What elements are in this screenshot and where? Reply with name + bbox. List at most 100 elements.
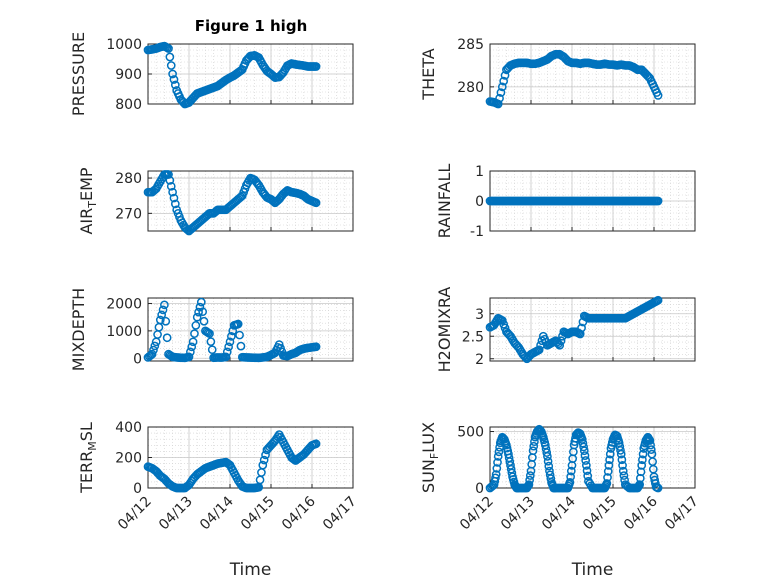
y-axis-label-main: AIR <box>77 208 96 235</box>
x-tick-label: 04/15 <box>580 494 620 534</box>
data-point <box>168 187 177 197</box>
data-point <box>617 455 627 465</box>
data-point <box>161 316 171 326</box>
y-tick-label: 1000 <box>106 324 142 340</box>
data-point <box>227 331 236 341</box>
data-point <box>638 455 647 465</box>
data-point <box>164 44 173 53</box>
y-tick-label: 270 <box>115 206 142 222</box>
data-point <box>653 91 663 100</box>
data-point <box>491 473 500 483</box>
y-axis-label-subscript: M <box>86 441 99 451</box>
data-point <box>579 446 589 456</box>
data-point <box>258 460 268 470</box>
data-point <box>166 181 176 191</box>
y-tick-label: 1 <box>475 164 484 180</box>
y-axis-label: MIXDEPTH <box>69 288 88 371</box>
x-tick-label: 04/14 <box>539 493 579 533</box>
data-point <box>198 307 208 317</box>
data-point <box>635 480 645 489</box>
data-point <box>192 312 202 322</box>
data-point <box>164 170 173 179</box>
x-tick-label: 04/12 <box>115 494 155 534</box>
data-point <box>222 347 232 357</box>
subplot-pressure: 800 900 1000 PRESSURE <box>69 32 354 116</box>
y-axis-label: AIRTEMP <box>77 167 99 234</box>
data-point <box>194 307 203 317</box>
data-point <box>488 481 498 491</box>
data-point <box>580 451 590 460</box>
subplot-mixdepth: 0 1000 2000 MIXDEPTH <box>69 288 354 371</box>
data-point <box>543 452 552 461</box>
y-axis-label: PRESSURE <box>69 32 88 116</box>
data-point <box>235 330 244 340</box>
y-axis-label-subscript: T <box>86 201 99 209</box>
data-point <box>575 329 585 339</box>
data-point <box>638 449 648 459</box>
data-point <box>205 329 214 338</box>
data-point <box>495 93 504 103</box>
y-axis-label: SUNFLUX <box>419 422 441 493</box>
data-point <box>184 352 194 362</box>
data-point <box>565 478 575 487</box>
data-point <box>620 475 629 485</box>
data-point <box>191 321 201 330</box>
y-tick-label: 3 <box>475 307 484 323</box>
data-point <box>499 319 509 329</box>
x-tick-label: 04/15 <box>238 494 278 534</box>
data-point <box>147 349 157 359</box>
data-point <box>158 305 168 315</box>
y-axis-label-rest: LUX <box>419 422 438 453</box>
data-point <box>160 300 169 310</box>
y-tick-label: 2 <box>475 352 484 368</box>
data-point <box>636 467 646 477</box>
data-point <box>233 319 243 329</box>
data-point <box>605 449 615 459</box>
data-point <box>493 458 502 467</box>
y-axis-label: RAINFALL <box>435 164 454 239</box>
data-point <box>653 483 663 493</box>
data-point <box>637 461 647 470</box>
data-point <box>169 75 179 84</box>
x-tick-label: 04/16 <box>279 493 319 533</box>
x-tick-label: 04/12 <box>457 494 497 534</box>
y-tick-label: 0 <box>475 481 484 497</box>
data-point <box>311 439 321 449</box>
data-point <box>604 461 614 470</box>
data-point <box>646 445 656 454</box>
data-point <box>183 225 192 235</box>
data-point <box>616 449 626 459</box>
y-tick-label: 285 <box>457 37 484 53</box>
y-tick-label: 1000 <box>106 37 142 53</box>
x-tick-label: 04/14 <box>197 493 237 533</box>
data-point <box>165 176 175 185</box>
data-point <box>157 310 167 320</box>
data-point <box>188 337 198 347</box>
data-point <box>311 62 321 71</box>
data-point <box>493 452 503 461</box>
figure-title: Figure 1 high <box>195 17 308 35</box>
data-point <box>603 467 613 476</box>
data-point <box>605 455 614 465</box>
data-point <box>635 473 645 483</box>
data-point <box>525 475 534 485</box>
data-point <box>566 472 575 482</box>
data-point <box>546 474 556 483</box>
x-axis-label: Time <box>229 560 272 580</box>
data-point <box>577 323 586 333</box>
data-point <box>653 196 663 206</box>
data-point <box>199 316 209 326</box>
y-tick-label: 400 <box>115 420 142 436</box>
data-point <box>289 455 299 464</box>
data-point <box>186 347 195 357</box>
y-axis-label-rest: EMP <box>77 167 96 201</box>
x-tick-label: 04/17 <box>662 494 702 534</box>
data-point <box>556 336 566 346</box>
subplot-air-temp: 270 280 AIRTEMP <box>77 167 354 236</box>
data-point <box>269 197 279 206</box>
data-point <box>543 456 553 466</box>
x-axis-label: Time <box>571 560 614 580</box>
y-tick-label: 800 <box>115 97 142 113</box>
data-point <box>534 345 544 355</box>
data-point <box>494 447 504 457</box>
